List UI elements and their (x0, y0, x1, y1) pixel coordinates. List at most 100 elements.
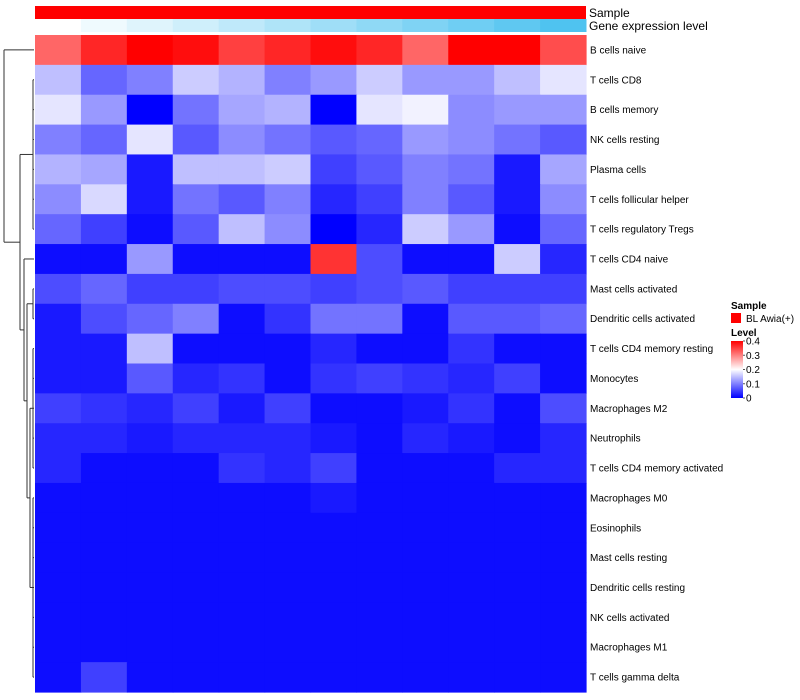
gene-expression-annotation-cell (494, 19, 541, 32)
heatmap-cells (35, 35, 587, 693)
heatmap-cell (402, 214, 449, 245)
heatmap-cell (356, 363, 403, 394)
heatmap-cell (126, 273, 174, 305)
legend-level-tick-label: 0.3 (746, 351, 760, 362)
heatmap-cell (448, 393, 495, 424)
heatmap-cell (172, 244, 220, 275)
heatmap-cell (402, 632, 449, 663)
heatmap-cell (126, 512, 174, 544)
heatmap-cell (80, 244, 128, 275)
heatmap-cell (540, 154, 587, 185)
heatmap-cell (494, 64, 541, 96)
heatmap-cell (80, 363, 128, 394)
heatmap-cell (310, 602, 358, 633)
heatmap-cell (35, 64, 82, 96)
heatmap-cell (494, 602, 541, 633)
heatmap-cell (126, 482, 174, 514)
row-label: Dendritic cells activated (590, 314, 695, 325)
heatmap-cell (80, 393, 128, 424)
gene-expression-annotation-label: Gene expression level (589, 19, 708, 33)
heatmap-cell (80, 662, 128, 693)
row-label: Mast cells activated (590, 284, 677, 295)
row-label: Macrophages M2 (590, 404, 668, 415)
heatmap-cell (540, 572, 587, 604)
heatmap-cell (448, 363, 495, 394)
heatmap-cell (356, 482, 403, 514)
heatmap-cell (35, 423, 82, 454)
heatmap-cell (80, 154, 128, 185)
heatmap-cell (264, 512, 312, 544)
heatmap-cell (494, 393, 541, 424)
heatmap-cell (218, 482, 266, 514)
gene-expression-annotation-cell (310, 19, 357, 32)
row-label: T cells CD8 (590, 75, 642, 86)
heatmap-cell (494, 273, 541, 305)
heatmap-cell (80, 512, 128, 544)
heatmap-cell (126, 632, 174, 663)
heatmap-cell (494, 184, 541, 215)
row-label: T cells follicular helper (590, 195, 689, 206)
heatmap-cell (126, 303, 174, 335)
heatmap-cell (402, 35, 449, 66)
row-label: Macrophages M0 (590, 493, 668, 504)
heatmap-cell (540, 94, 587, 126)
heatmap-cell (494, 662, 541, 693)
heatmap-cell (448, 572, 495, 604)
heatmap-cell (402, 542, 449, 574)
legend-level-tick-label: 0 (746, 394, 752, 405)
legend-level-tick-label: 0.1 (746, 379, 760, 390)
heatmap-cell (80, 214, 128, 245)
heatmap-cell (218, 632, 266, 663)
heatmap-cell (356, 35, 403, 66)
row-label: Mast cells resting (590, 553, 667, 564)
heatmap-cell (35, 244, 82, 275)
heatmap-cell (126, 453, 174, 484)
heatmap-cell (126, 154, 174, 185)
heatmap-cell (172, 363, 220, 394)
heatmap-cell (540, 244, 587, 275)
legend-sample-swatch (731, 313, 741, 323)
heatmap-cell (310, 482, 358, 514)
heatmap-cell (402, 393, 449, 424)
heatmap-cell (218, 244, 266, 275)
heatmap-cell (448, 632, 495, 663)
heatmap-cell (172, 512, 220, 544)
heatmap-cell (218, 273, 266, 305)
heatmap-cell (80, 423, 128, 454)
heatmap-cell (126, 214, 174, 245)
heatmap-cell (126, 124, 174, 156)
heatmap-cell (126, 423, 174, 454)
heatmap-cell (35, 303, 82, 335)
heatmap-cell (80, 124, 128, 156)
heatmap-cell (264, 35, 312, 66)
heatmap-cell (310, 572, 358, 604)
heatmap-cell (264, 64, 312, 96)
heatmap-cell (402, 303, 449, 335)
heatmap-cell (494, 512, 541, 544)
heatmap-cell (402, 423, 449, 454)
legend-sample-entry: BL Awia(+) (746, 314, 794, 325)
sample-annotation-bar (35, 6, 586, 19)
heatmap-cell (218, 662, 266, 693)
heatmap-cell (540, 512, 587, 544)
gene-expression-annotation-cell (448, 19, 495, 32)
heatmap-cell (540, 303, 587, 335)
heatmap-cell (172, 482, 220, 514)
heatmap-cell (172, 662, 220, 693)
heatmap-cell (126, 542, 174, 574)
heatmap-cell (540, 184, 587, 215)
sample-annotation-label: Sample (589, 6, 630, 20)
heatmap-cell (218, 94, 266, 126)
row-label: Plasma cells (590, 165, 646, 176)
heatmap-cell (356, 512, 403, 544)
heatmap-cell (218, 453, 266, 484)
heatmap-cell (218, 423, 266, 454)
heatmap-cell (310, 214, 358, 245)
heatmap-cell (310, 453, 358, 484)
legend-level-tick-label: 0.4 (746, 337, 760, 348)
heatmap-cell (310, 512, 358, 544)
heatmap-cell (356, 333, 403, 365)
heatmap-cell (540, 602, 587, 633)
heatmap-cell (448, 154, 495, 185)
row-label: T cells CD4 memory activated (590, 464, 723, 475)
